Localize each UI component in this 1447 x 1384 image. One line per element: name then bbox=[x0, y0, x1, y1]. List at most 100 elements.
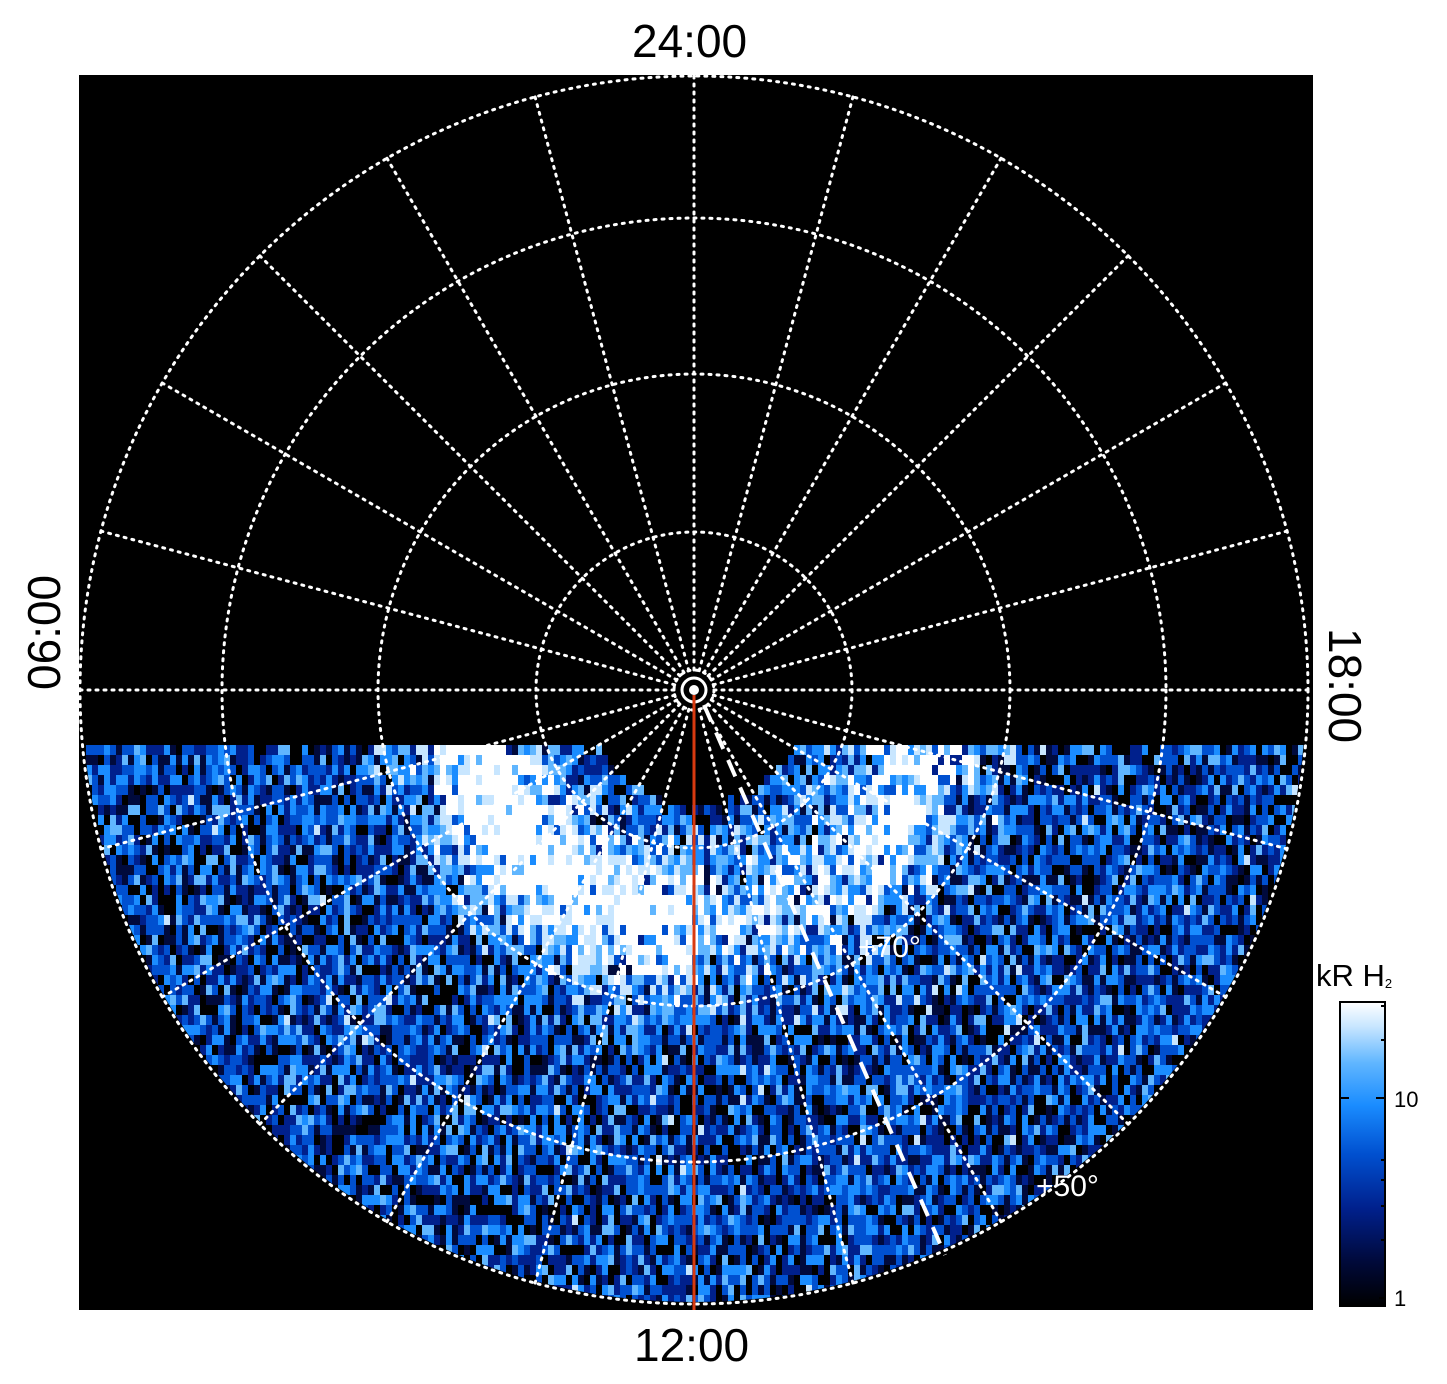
emission-pixel bbox=[752, 865, 758, 875]
emission-pixel bbox=[1166, 895, 1172, 905]
emission-pixel bbox=[932, 775, 938, 785]
emission-pixel bbox=[1118, 765, 1124, 775]
emission-pixel bbox=[794, 845, 800, 855]
emission-pixel bbox=[92, 745, 98, 755]
emission-pixel bbox=[1220, 905, 1226, 915]
emission-pixel bbox=[266, 935, 272, 945]
emission-pixel bbox=[1106, 895, 1112, 905]
emission-pixel bbox=[218, 835, 224, 845]
emission-pixel bbox=[854, 935, 860, 945]
emission-pixel bbox=[872, 975, 878, 985]
emission-pixel bbox=[536, 925, 542, 935]
emission-pixel bbox=[356, 895, 362, 905]
emission-pixel bbox=[872, 955, 878, 965]
emission-pixel bbox=[584, 935, 590, 945]
emission-pixel bbox=[938, 845, 944, 855]
emission-pixel bbox=[542, 975, 548, 985]
emission-pixel bbox=[434, 965, 440, 975]
emission-pixel bbox=[428, 755, 434, 765]
emission-pixel bbox=[1160, 895, 1166, 905]
emission-pixel bbox=[416, 745, 422, 755]
emission-pixel bbox=[902, 1025, 908, 1035]
emission-pixel bbox=[512, 765, 518, 775]
emission-pixel bbox=[128, 795, 134, 805]
emission-pixel bbox=[542, 895, 548, 905]
emission-pixel bbox=[836, 755, 842, 765]
emission-pixel bbox=[560, 945, 566, 955]
emission-pixel bbox=[1082, 795, 1088, 805]
emission-pixel bbox=[914, 775, 920, 785]
emission-pixel bbox=[272, 885, 278, 895]
emission-pixel bbox=[590, 1015, 596, 1025]
emission-pixel bbox=[1004, 1005, 1010, 1015]
emission-pixel bbox=[878, 835, 884, 845]
emission-pixel bbox=[104, 795, 110, 805]
emission-pixel bbox=[212, 985, 218, 995]
emission-pixel bbox=[1112, 1015, 1118, 1025]
emission-pixel bbox=[530, 1005, 536, 1015]
emission-pixel bbox=[86, 775, 92, 785]
emission-pixel bbox=[1076, 965, 1082, 975]
emission-pixel bbox=[806, 925, 812, 935]
emission-pixel bbox=[824, 965, 830, 975]
emission-pixel bbox=[278, 995, 284, 1005]
emission-pixel bbox=[512, 1025, 518, 1035]
emission-pixel bbox=[188, 1015, 194, 1025]
emission-pixel bbox=[650, 995, 656, 1005]
emission-pixel bbox=[1094, 775, 1100, 785]
emission-pixel bbox=[722, 1005, 728, 1015]
emission-pixel bbox=[362, 945, 368, 955]
emission-pixel bbox=[482, 925, 488, 935]
emission-pixel bbox=[716, 855, 722, 865]
emission-pixel bbox=[254, 945, 260, 955]
emission-pixel bbox=[224, 815, 230, 825]
emission-pixel bbox=[506, 1005, 512, 1015]
emission-pixel bbox=[506, 895, 512, 905]
emission-pixel bbox=[962, 785, 968, 795]
emission-pixel bbox=[902, 835, 908, 845]
emission-pixel bbox=[1040, 875, 1046, 885]
emission-pixel bbox=[278, 845, 284, 855]
emission-pixel bbox=[980, 815, 986, 825]
emission-pixel bbox=[302, 1035, 308, 1045]
emission-pixel bbox=[236, 855, 242, 865]
emission-pixel bbox=[470, 825, 476, 835]
emission-pixel bbox=[284, 905, 290, 915]
emission-pixel bbox=[254, 915, 260, 925]
emission-pixel bbox=[422, 755, 428, 765]
emission-pixel bbox=[440, 1015, 446, 1025]
emission-pixel bbox=[1250, 815, 1256, 825]
emission-pixel bbox=[1220, 885, 1226, 895]
emission-pixel bbox=[1280, 805, 1286, 815]
emission-pixel bbox=[872, 1015, 878, 1025]
emission-pixel bbox=[1004, 855, 1010, 865]
emission-pixel bbox=[938, 875, 944, 885]
emission-pixel bbox=[998, 945, 1004, 955]
emission-pixel bbox=[182, 745, 188, 755]
emission-pixel bbox=[1184, 785, 1190, 795]
emission-pixel bbox=[866, 795, 872, 805]
emission-pixel bbox=[446, 805, 452, 815]
emission-pixel bbox=[482, 1045, 488, 1055]
emission-pixel bbox=[1268, 775, 1274, 785]
emission-pixel bbox=[314, 875, 320, 885]
emission-pixel bbox=[530, 855, 536, 865]
emission-pixel bbox=[836, 845, 842, 855]
emission-pixel bbox=[554, 1025, 560, 1035]
emission-pixel bbox=[1046, 885, 1052, 895]
emission-pixel bbox=[860, 825, 866, 835]
emission-pixel bbox=[650, 925, 656, 935]
emission-pixel bbox=[566, 745, 572, 755]
emission-pixel bbox=[410, 765, 416, 775]
emission-pixel bbox=[1202, 825, 1208, 835]
emission-pixel bbox=[1178, 795, 1184, 805]
emission-pixel bbox=[1226, 885, 1232, 895]
emission-pixel bbox=[356, 745, 362, 755]
emission-pixel bbox=[950, 885, 956, 895]
emission-pixel bbox=[140, 815, 146, 825]
emission-pixel bbox=[932, 745, 938, 755]
emission-pixel bbox=[644, 925, 650, 935]
emission-pixel bbox=[1274, 865, 1280, 875]
emission-pixel bbox=[1142, 815, 1148, 825]
emission-pixel bbox=[1022, 815, 1028, 825]
